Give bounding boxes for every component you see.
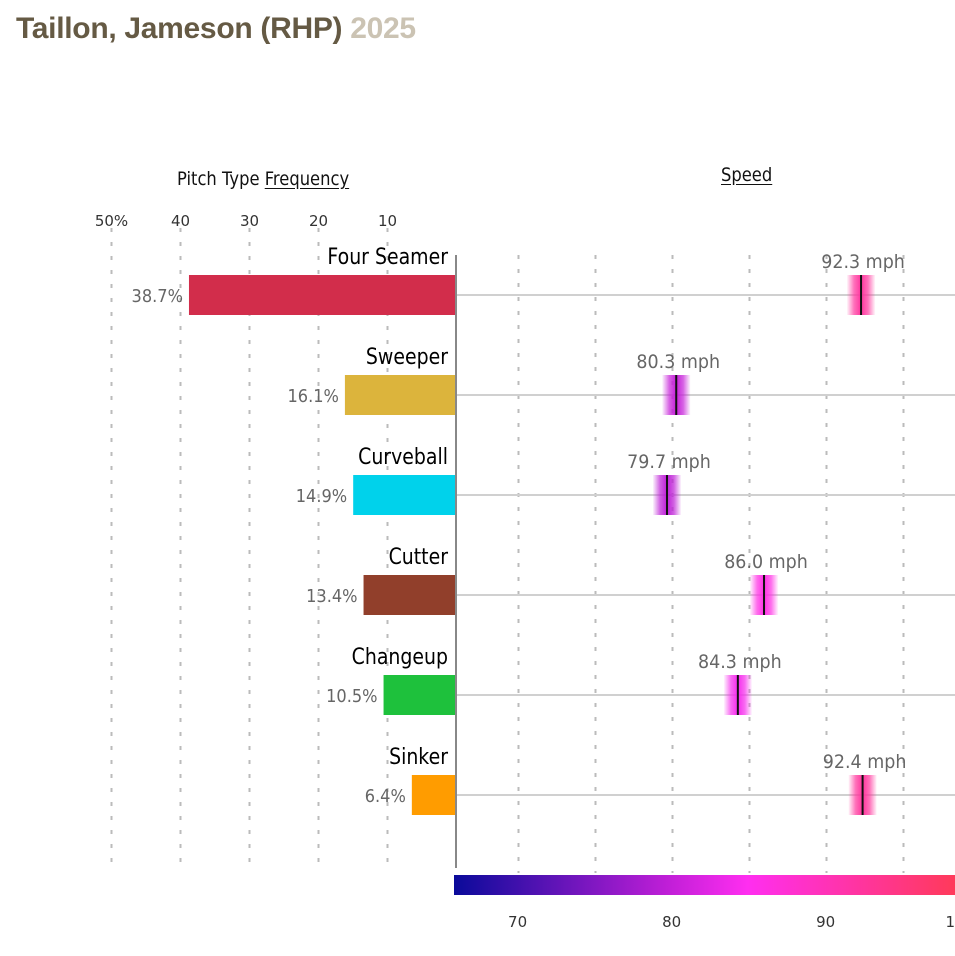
speed-value-label: 80.3 mph: [636, 351, 720, 373]
frequency-header-prefix: Pitch Type: [177, 168, 260, 190]
frequency-gridlines: [110, 228, 389, 868]
frequency-tick-label: 10: [378, 212, 397, 230]
frequency-value-label: 38.7%: [132, 286, 183, 307]
frequency-header: Pitch Type Frequency: [177, 168, 349, 190]
speed-marks: 92.3 mph 80.3 mph 79.7 mph 86.0 mph 84.3 mph…: [627, 251, 906, 815]
pitch-type-label: Cutter: [389, 544, 449, 570]
frequency-tick-label: 50%: [95, 212, 128, 230]
pitch-type-label: Changeup: [352, 644, 448, 670]
speed-tick-label: 70: [508, 913, 527, 931]
speed-tick-label: 90: [816, 913, 835, 931]
speed-value-label: 92.3 mph: [821, 251, 905, 273]
speed-tick-label: 1: [945, 913, 955, 931]
pitch-type-label: Sweeper: [366, 344, 449, 370]
pitch-type-label: Sinker: [389, 744, 448, 770]
frequency-value-label: 14.9%: [296, 486, 347, 507]
page-title: Taillon, Jameson (RHP) 2025: [16, 12, 416, 46]
frequency-tick-label: 30: [240, 212, 259, 230]
frequency-bar[interactable]: [353, 475, 456, 515]
player-name: Taillon, Jameson (RHP): [16, 12, 343, 45]
frequency-bar[interactable]: [344, 375, 456, 415]
frequency-tick-labels: 50% 40 30 20 10: [95, 212, 397, 230]
frequency-value-label: 6.4%: [365, 786, 406, 807]
frequency-bar[interactable]: [383, 675, 456, 715]
speed-tick-label: 80: [662, 913, 681, 931]
frequency-tick-label: 40: [171, 212, 190, 230]
frequency-bar[interactable]: [363, 575, 456, 615]
season-year: 2025: [350, 12, 416, 45]
pitch-type-label: Curveball: [358, 444, 448, 470]
speed-sort-link[interactable]: Speed: [721, 164, 773, 186]
speed-value-label: 92.4 mph: [823, 751, 907, 773]
frequency-sort-link[interactable]: Frequency: [264, 168, 350, 190]
speed-colorbar: [454, 875, 955, 895]
frequency-bar[interactable]: [188, 275, 456, 315]
speed-value-label: 86.0 mph: [724, 551, 808, 573]
frequency-tick-label: 20: [309, 212, 328, 230]
speed-tick-labels: 70 80 90 1: [508, 913, 955, 931]
frequency-value-label: 16.1%: [287, 386, 338, 407]
speed-value-label: 79.7 mph: [627, 451, 711, 473]
frequency-bars: Four Seamer 38.7% Sweeper 16.1% Curveball 14.…: [132, 244, 456, 815]
speed-gridlines: [517, 255, 905, 873]
frequency-value-label: 10.5%: [326, 686, 377, 707]
speed-header: Speed: [721, 164, 772, 186]
frequency-value-label: 13.4%: [306, 586, 357, 607]
speed-value-label: 84.3 mph: [698, 651, 782, 673]
pitch-type-label: Four Seamer: [327, 244, 448, 270]
frequency-bar[interactable]: [411, 775, 456, 815]
